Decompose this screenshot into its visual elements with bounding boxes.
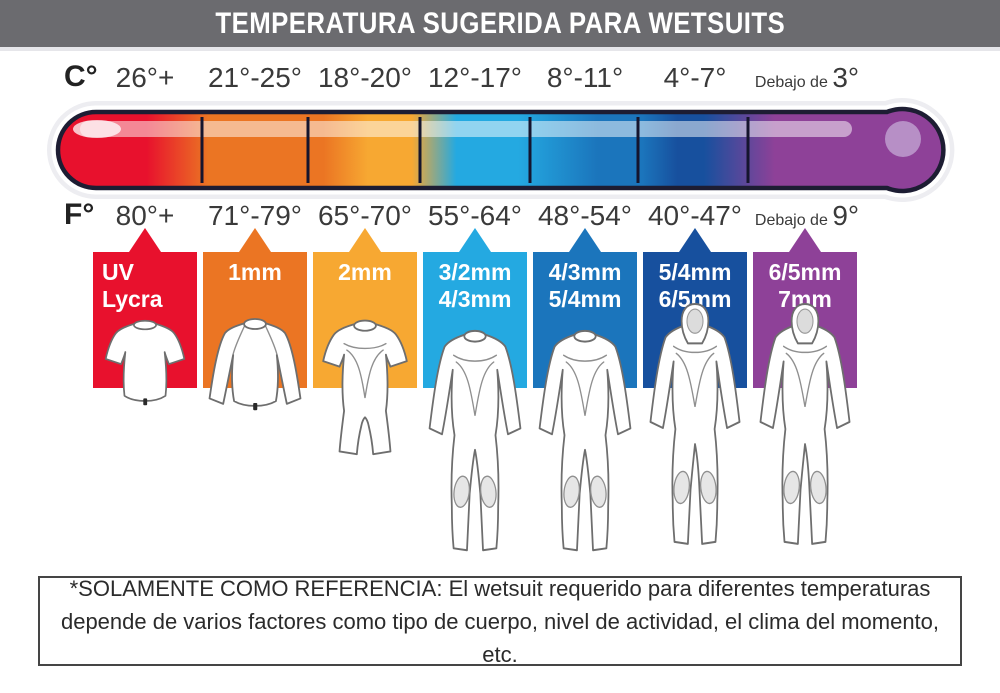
- celsius-range-label: 4°-7°: [663, 62, 727, 93]
- thermometer: [47, 98, 955, 202]
- fahrenheit-range-label: 65°-70°: [317, 200, 412, 231]
- column-label: 1mm: [228, 259, 282, 285]
- column-pointer: [129, 228, 161, 252]
- column-label: UV Lycra: [102, 259, 163, 312]
- wetsuit-column-1mm: 1mm: [203, 228, 307, 568]
- wetsuit-full-suit-illustration: [426, 326, 524, 560]
- fahrenheit-below-label: Debajo de 9°: [754, 200, 860, 231]
- celsius-range-label: 26°+: [115, 62, 175, 93]
- wetsuit-column-4-3mm: 4/3mm 5/4mm: [533, 228, 637, 568]
- wetsuit-column-3-2mm: 3/2mm 4/3mm: [423, 228, 527, 568]
- column-pointer: [569, 228, 601, 252]
- column-label: 5/4mm 6/5mm: [658, 259, 732, 312]
- page-title: TEMPERATURA SUGERIDA PARA WETSUITS: [215, 6, 785, 40]
- reference-note-text: *SOLAMENTE COMO REFERENCIA: El wetsuit r…: [60, 575, 940, 667]
- fahrenheit-range-label: 55°-64°: [427, 200, 522, 231]
- wetsuit-hooded-full-suit-illustration: [646, 302, 744, 554]
- fahrenheit-unit-label: F°: [64, 198, 95, 231]
- column-pointer: [789, 228, 821, 252]
- tube-highlight-stripe: [80, 121, 852, 137]
- wetsuit-column-uv-lycra: UV Lycra: [93, 228, 197, 568]
- wetsuit-long-sleeve-top-illustration: [205, 314, 305, 432]
- column-pointer: [239, 228, 271, 252]
- celsius-range-label: 18°-20°: [317, 62, 412, 93]
- wetsuit-short-sleeve-shirt-illustration: [98, 316, 192, 419]
- celsius-range-label: 8°-11°: [546, 62, 624, 93]
- column-pointer: [459, 228, 491, 252]
- wetsuit-full-suit-illustration: [536, 326, 634, 560]
- wetsuit-column-6-5mm: 6/5mm 7mm: [753, 228, 857, 568]
- celsius-range-label: 12°-17°: [427, 62, 522, 93]
- column-label: 2mm: [338, 259, 392, 285]
- wetsuit-spring-suit-illustration: [315, 316, 415, 468]
- thermometer-bulb-inner: [885, 121, 921, 157]
- fahrenheit-range-label: 71°-79°: [207, 200, 302, 231]
- reference-note-box: *SOLAMENTE COMO REFERENCIA: El wetsuit r…: [38, 576, 962, 667]
- celsius-unit-label: C°: [64, 60, 98, 93]
- column-label: 6/5mm 7mm: [768, 259, 842, 312]
- fahrenheit-range-label: 80°+: [115, 200, 175, 231]
- fahrenheit-range-label: 48°-54°: [537, 200, 632, 231]
- wetsuit-column-2mm: 2mm: [313, 228, 417, 568]
- fahrenheit-range-label: 40°-47°: [647, 200, 742, 231]
- wetsuit-hooded-full-suit-illustration: [756, 302, 854, 554]
- wetsuit-column-5-4mm: 5/4mm 6/5mm: [643, 228, 747, 568]
- celsius-below-label: Debajo de 3°: [754, 62, 860, 93]
- column-pointer: [679, 228, 711, 252]
- header-bar: TEMPERATURA SUGERIDA PARA WETSUITS: [0, 0, 1000, 47]
- column-label: 3/2mm 4/3mm: [438, 259, 512, 312]
- celsius-range-label: 21°-25°: [207, 62, 302, 93]
- fahrenheit-row: F° 80°+ 71°-79° 65°-70° 55°-64° 48°-54° …: [0, 198, 1000, 236]
- column-label: 4/3mm 5/4mm: [548, 259, 622, 312]
- celsius-row: C° 26°+ 21°-25° 18°-20° 12°-17° 8°-11° 4…: [0, 60, 1000, 98]
- column-pointer: [349, 228, 381, 252]
